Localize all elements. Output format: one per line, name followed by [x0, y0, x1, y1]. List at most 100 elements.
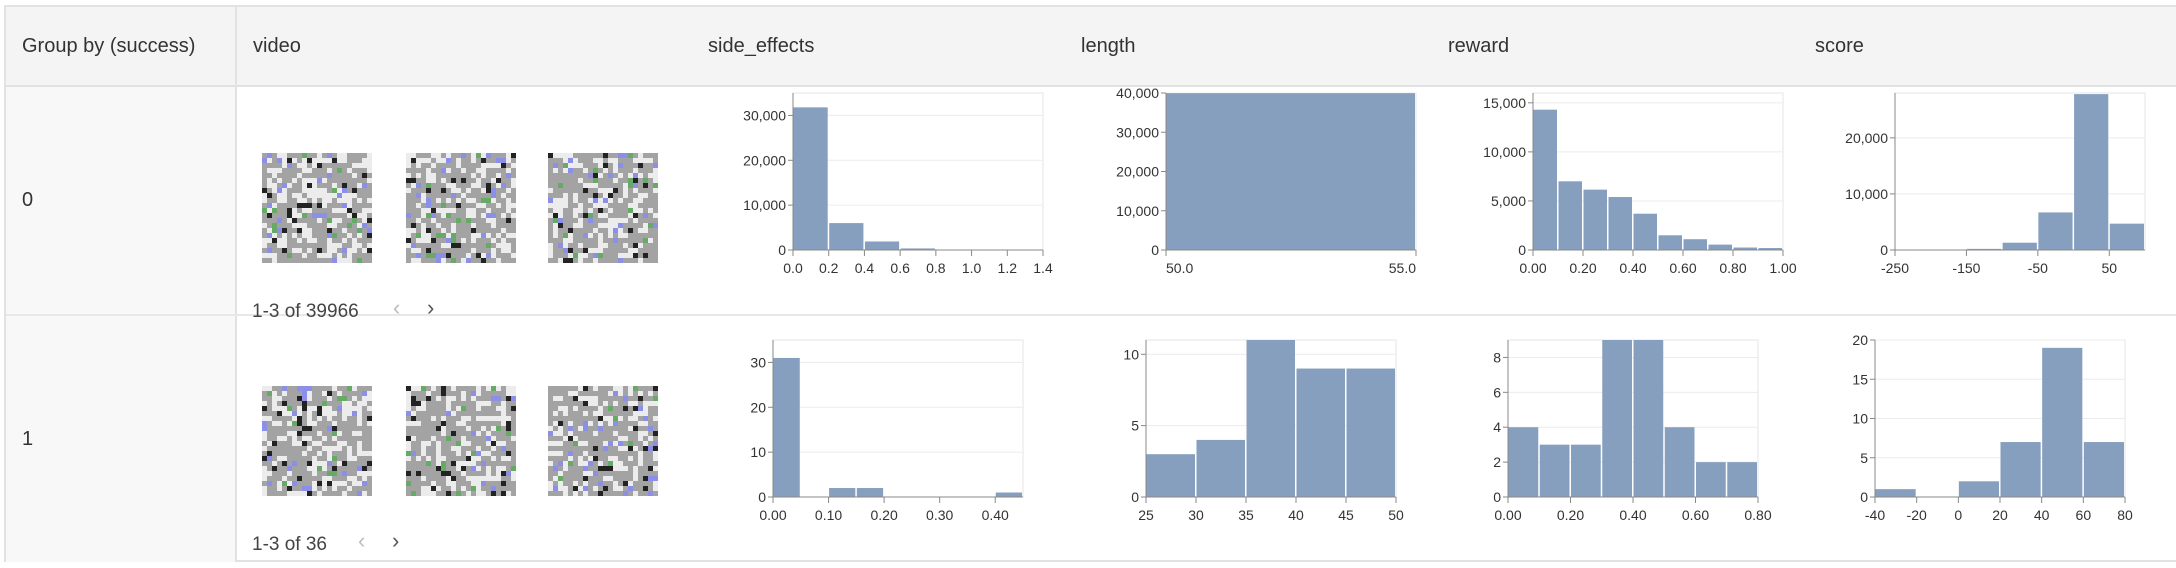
histogram-bar[interactable] [793, 107, 828, 251]
histogram-bar[interactable] [1664, 427, 1695, 497]
y-tick-label: 15 [1852, 371, 1868, 387]
column-header-score[interactable]: score [1799, 7, 2176, 87]
histogram-bar[interactable] [1696, 462, 1726, 497]
histogram-bar[interactable] [1296, 368, 1346, 497]
x-tick-label: 30 [1188, 507, 1204, 523]
x-tick-label: 0.00 [759, 507, 786, 523]
histogram-bar[interactable] [856, 488, 884, 497]
histogram-bar[interactable] [2083, 442, 2124, 497]
x-tick-label: 0.10 [815, 507, 842, 523]
histogram-bar[interactable] [1246, 340, 1296, 497]
histogram-bar[interactable] [1583, 189, 1608, 250]
histogram-bar[interactable] [1966, 248, 2002, 250]
column-header-reward[interactable]: reward [1432, 7, 1799, 87]
chevron-left-icon[interactable]: ‹ [393, 295, 401, 320]
histogram-bar[interactable] [773, 357, 800, 497]
x-tick-label: 0.40 [1619, 507, 1646, 523]
column-header-group-by[interactable]: Group by (success) [6, 7, 237, 87]
histogram-bar[interactable] [1633, 213, 1658, 250]
histogram-bar[interactable] [1608, 197, 1633, 250]
column-divider[interactable] [235, 7, 237, 87]
histogram-bar[interactable] [1196, 439, 1246, 497]
video-thumbnail[interactable] [406, 153, 516, 263]
x-tick-label: 50 [1388, 507, 1404, 523]
y-tick-label: 10,000 [1845, 186, 1888, 202]
histogram-bar[interactable] [2042, 347, 2083, 497]
histogram-bar[interactable] [2002, 242, 2037, 250]
histogram-reward: 0 2 4 6 8 0.00 0.20 0.40 0.60 0.80 [1493, 339, 1772, 523]
video-pager-label: 1-3 of 36 [252, 534, 327, 555]
y-tick-label: 4 [1493, 419, 1501, 435]
column-header-length[interactable]: length [1065, 7, 1432, 87]
histogram-bar[interactable] [1346, 368, 1396, 497]
x-tick-label: 0.0 [783, 260, 803, 276]
histogram-bar[interactable] [1146, 454, 1196, 497]
histogram-side_effects: 0 10,000 20,000 30,000 0.0 0.2 0.4 0.6 0.8 1.0 1.2… [743, 92, 1053, 276]
video-thumbnail[interactable] [262, 386, 372, 496]
histogram-bar[interactable] [995, 492, 1022, 497]
histogram-bar[interactable] [864, 241, 900, 250]
histogram-bar[interactable] [829, 223, 864, 250]
histogram-bar[interactable] [900, 248, 935, 250]
y-tick-label: 10,000 [1116, 203, 1159, 219]
column-header-video[interactable]: video [237, 7, 692, 87]
plot-frame [772, 339, 1024, 498]
histogram-bar[interactable] [1633, 340, 1664, 497]
histogram-bar[interactable] [2038, 212, 2073, 250]
y-tick-label: 5 [1860, 450, 1868, 466]
histogram-bar[interactable] [1571, 444, 1601, 497]
y-tick-label: 5 [1131, 418, 1139, 434]
histogram-bar[interactable] [1558, 181, 1583, 250]
histogram-bar[interactable] [1508, 427, 1539, 497]
y-tick-label: 0 [758, 489, 766, 505]
histogram-bar[interactable] [1875, 489, 1916, 497]
chevron-right-icon[interactable]: › [427, 295, 435, 320]
y-tick-label: 30,000 [1116, 124, 1159, 140]
chevron-left-icon[interactable]: ‹ [358, 528, 366, 553]
histogram-bar[interactable] [2000, 442, 2041, 497]
histogram-bar[interactable] [1733, 247, 1758, 250]
histogram-bar[interactable] [1602, 340, 1632, 497]
y-tick-label: 2 [1493, 454, 1501, 470]
video-thumbnail[interactable] [548, 153, 658, 263]
histogram-bar[interactable] [1166, 93, 1416, 250]
video-thumbnail[interactable] [406, 386, 516, 496]
x-tick-label: 0.60 [1682, 507, 1709, 523]
x-tick-label: 0 [1954, 507, 1962, 523]
x-tick-label: -50 [2028, 260, 2048, 276]
histogram-bar[interactable] [1539, 444, 1570, 497]
histogram-bar[interactable] [2109, 223, 2144, 250]
x-tick-label: 0.4 [855, 260, 875, 276]
histogram-bar[interactable] [2074, 94, 2109, 250]
video-thumbnail[interactable] [548, 386, 658, 496]
y-tick-label: 15,000 [1483, 95, 1526, 111]
y-tick-label: 30,000 [743, 107, 786, 123]
x-tick-label: 55.0 [1389, 260, 1416, 276]
histogram-bar[interactable] [1727, 462, 1757, 497]
group-cell-1: 1 [6, 316, 237, 562]
x-tick-label: 0.80 [1719, 260, 1746, 276]
x-tick-label: 1.00 [1769, 260, 1796, 276]
histogram-bar[interactable] [1758, 248, 1783, 250]
column-header-side-effects[interactable]: side_effects [692, 7, 1065, 87]
y-tick-label: 10 [1123, 346, 1139, 362]
histogram-bar[interactable] [1683, 239, 1708, 250]
histogram-bar[interactable] [1533, 109, 1558, 251]
y-tick-label: 0 [1131, 489, 1139, 505]
video-pager-label: 1-3 of 39966 [252, 301, 359, 322]
y-tick-label: 10 [750, 444, 766, 460]
x-tick-label: 40 [1288, 507, 1304, 523]
histogram-bar[interactable] [1958, 481, 1999, 497]
video-thumbnail[interactable] [262, 153, 372, 263]
x-tick-label: 0.60 [1669, 260, 1696, 276]
x-tick-label: 1.4 [1033, 260, 1053, 276]
histogram-bar[interactable] [1708, 244, 1733, 250]
histogram-bar[interactable] [1658, 235, 1683, 250]
y-tick-label: 20,000 [1116, 164, 1159, 180]
x-tick-label: 0.20 [1557, 507, 1584, 523]
x-tick-label: 35 [1238, 507, 1254, 523]
y-tick-label: 10,000 [1483, 144, 1526, 160]
histogram-score: 0 5 10 15 20 -40 -20 0 20 40 60 80 [1852, 332, 2133, 523]
chevron-right-icon[interactable]: › [392, 528, 400, 553]
histogram-bar[interactable] [829, 488, 856, 497]
